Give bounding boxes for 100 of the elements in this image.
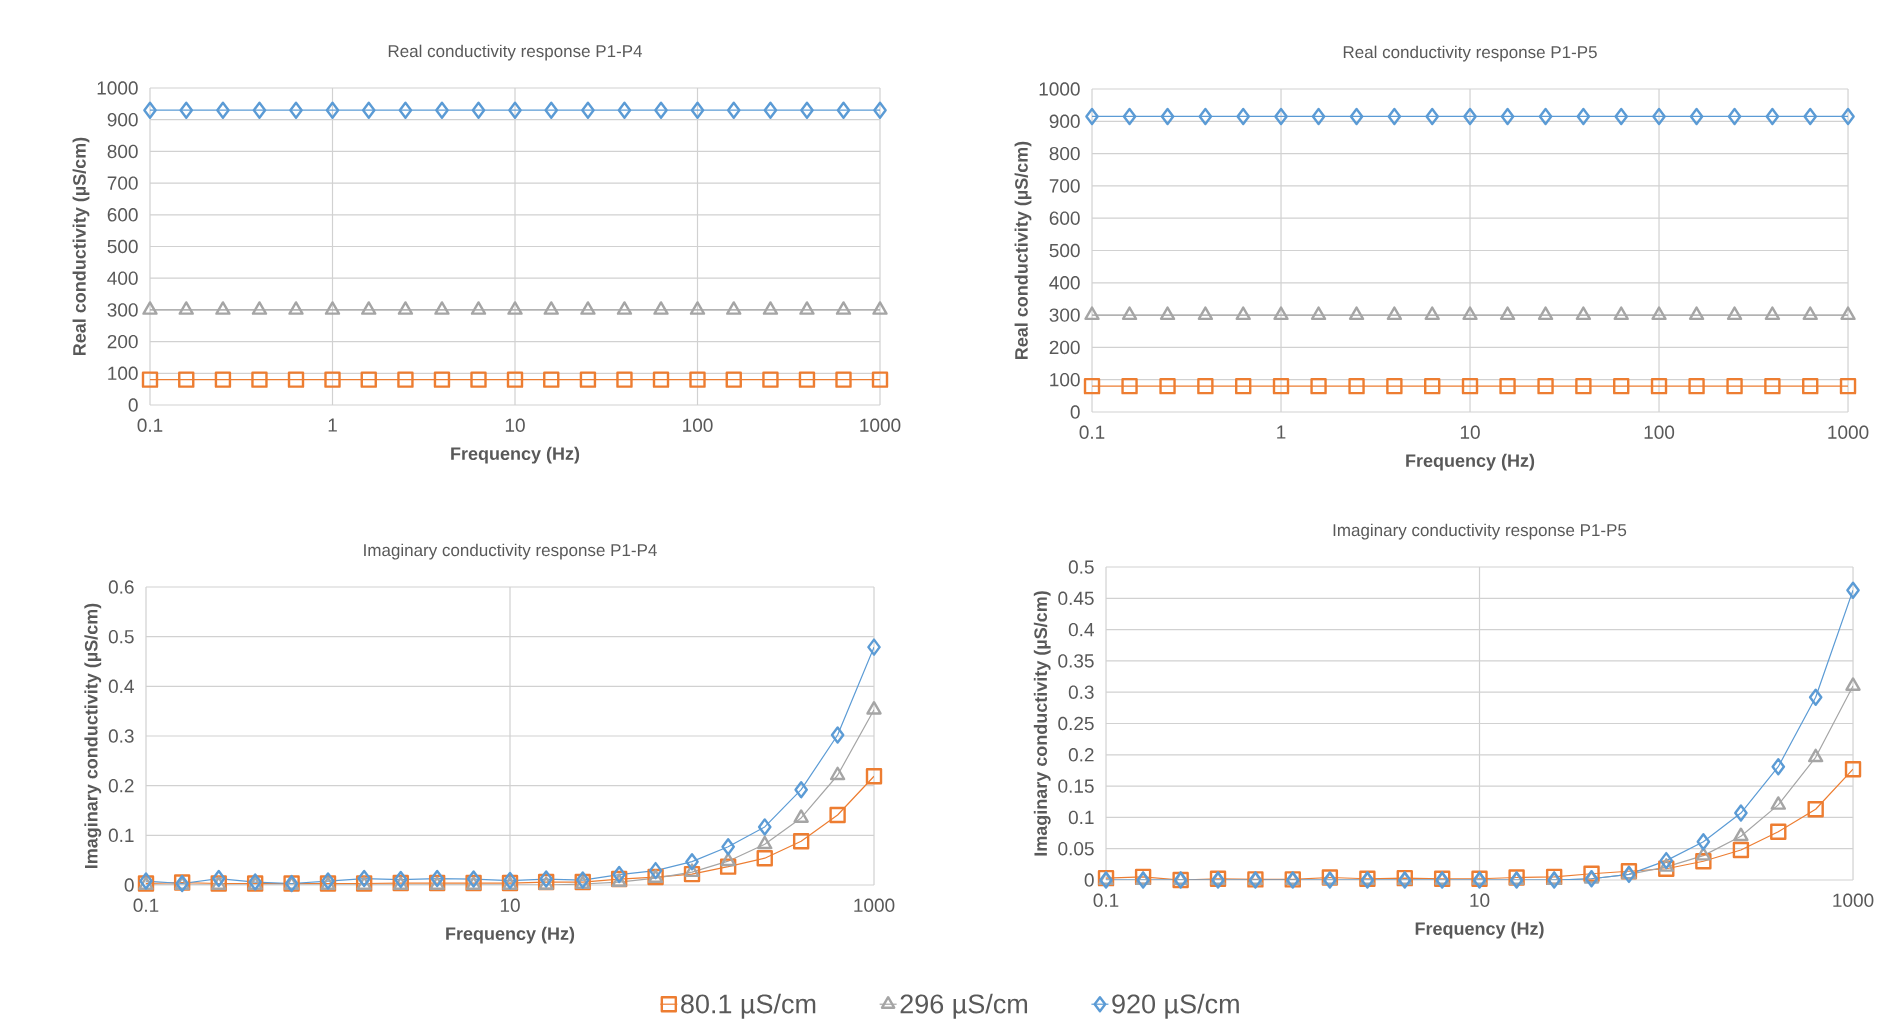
y-tick-label: 900: [107, 112, 138, 127]
point: [251, 301, 268, 315]
point: [1733, 827, 1749, 842]
point: [1845, 677, 1861, 691]
x-tick-label: 1000: [1828, 425, 1869, 439]
point: [757, 835, 773, 850]
point: [762, 301, 779, 315]
x-tick-label: 1: [328, 418, 337, 432]
point: [1500, 107, 1515, 126]
chart-title: Imaginary conductivity response P1-P5: [1333, 523, 1627, 540]
point: [616, 301, 633, 315]
point: [1085, 107, 1099, 126]
y-tick-label: 0.1: [1068, 810, 1094, 825]
point: [725, 371, 742, 388]
point: [1807, 748, 1824, 763]
point: [1658, 860, 1675, 877]
legend-label: 296 µS/cm: [900, 993, 1028, 1019]
point: [1583, 865, 1600, 882]
point: [1499, 377, 1516, 395]
point: [836, 101, 851, 119]
point: [1576, 107, 1591, 126]
point: [617, 101, 632, 119]
point: [1734, 804, 1748, 822]
y-tick-label: 700: [107, 176, 138, 190]
point: [1461, 377, 1479, 395]
point: [653, 301, 669, 315]
chart-title: Imaginary conductivity response P1-P4: [364, 543, 657, 560]
point: [799, 301, 815, 315]
point: [1770, 823, 1787, 841]
point: [684, 863, 700, 878]
x-tick-label: 10: [1460, 425, 1480, 439]
point: [1310, 306, 1327, 321]
point: [800, 101, 814, 119]
point: [1650, 377, 1668, 395]
y-tick-label: 0.35: [1058, 654, 1094, 668]
point: [397, 301, 414, 315]
point: [360, 371, 377, 388]
point: [466, 870, 481, 888]
point: [757, 818, 772, 836]
y-tick-label: 0: [1070, 405, 1080, 419]
y-tick-label: 0.25: [1058, 716, 1094, 731]
x-tick-label: 0.1: [1093, 893, 1119, 907]
point: [471, 101, 486, 119]
point: [543, 371, 560, 388]
point: [1689, 107, 1704, 126]
point: [689, 371, 706, 388]
point: [143, 101, 157, 119]
y-tick-label: 0.15: [1058, 779, 1094, 793]
y-tick-label: 0: [128, 398, 138, 412]
y-tick-label: 500: [1049, 243, 1080, 258]
point: [1658, 858, 1674, 872]
point: [470, 371, 487, 388]
point: [1613, 377, 1630, 395]
point: [871, 371, 889, 388]
point: [1803, 107, 1818, 126]
y-tick-label: 300: [107, 303, 138, 317]
point: [211, 869, 226, 888]
point: [1386, 306, 1403, 321]
y-axis-title: Real conductivity (µS/cm): [72, 137, 90, 356]
y-tick-label: 0.5: [1068, 560, 1094, 574]
point: [508, 101, 522, 119]
point: [1121, 377, 1138, 395]
x-axis-title: Frequency (Hz): [1406, 453, 1535, 471]
point: [433, 371, 451, 388]
point: [361, 101, 376, 119]
point: [215, 301, 231, 315]
point: [324, 371, 341, 388]
y-axis-title: Imaginary conductivity (µS/cm): [1033, 591, 1051, 856]
point: [1083, 377, 1101, 395]
y-tick-label: 100: [1050, 372, 1080, 387]
point: [1348, 377, 1365, 395]
point: [1311, 107, 1326, 126]
point: [1424, 377, 1441, 395]
x-axis-title: Frequency (Hz): [446, 926, 575, 944]
x-axis-title: Frequency (Hz): [451, 446, 580, 464]
point: [1499, 306, 1516, 321]
point: [393, 870, 408, 889]
point: [1841, 107, 1855, 126]
point: [1659, 851, 1674, 870]
point: [1463, 107, 1477, 126]
point: [1727, 107, 1742, 126]
point: [1159, 377, 1176, 395]
chart-title: Real conductivity response P1-P5: [1343, 45, 1597, 62]
point: [1770, 796, 1786, 810]
x-axis-title: Frequency (Hz): [1415, 921, 1544, 939]
point: [1198, 107, 1213, 126]
point: [1160, 107, 1175, 126]
y-tick-label: 800: [107, 144, 138, 159]
point: [685, 852, 699, 871]
point: [214, 371, 232, 388]
point: [652, 371, 670, 388]
point: [873, 101, 887, 119]
y-tick-label: 200: [107, 334, 138, 349]
point: [830, 726, 845, 744]
x-tick-label: 100: [683, 418, 713, 432]
point: [1122, 107, 1137, 126]
point: [357, 869, 371, 888]
y-tick-label: 0.1: [108, 828, 134, 843]
point: [470, 301, 487, 315]
point: [1197, 377, 1214, 395]
